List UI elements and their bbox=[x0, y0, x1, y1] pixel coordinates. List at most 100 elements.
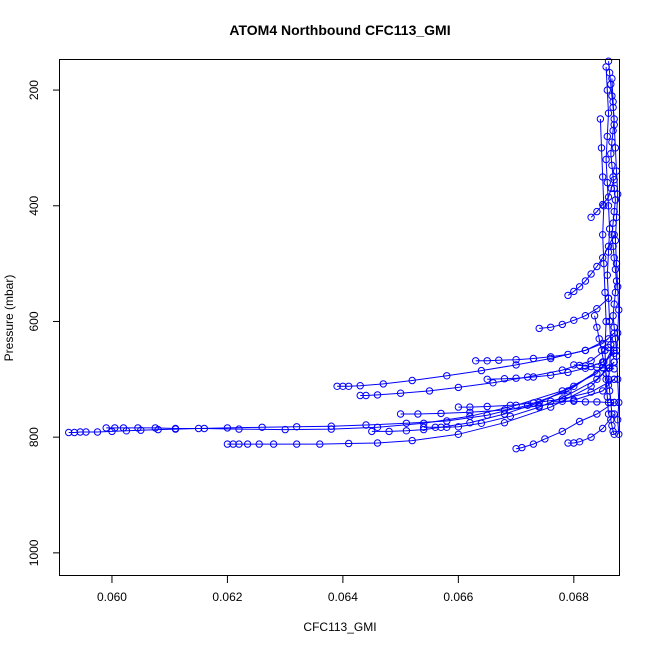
y-tick-label: 400 bbox=[27, 195, 41, 215]
data-point bbox=[134, 424, 142, 432]
data-point bbox=[408, 376, 416, 385]
data-point bbox=[575, 417, 584, 426]
data-point bbox=[610, 398, 618, 407]
data-point bbox=[356, 382, 364, 390]
data-point bbox=[529, 373, 538, 381]
y-tick-label: 1000 bbox=[27, 539, 41, 566]
data-point bbox=[593, 262, 601, 271]
data-point bbox=[472, 357, 480, 365]
data-point bbox=[111, 424, 119, 432]
data-point bbox=[593, 207, 601, 216]
data-point bbox=[595, 335, 603, 343]
data-point bbox=[506, 412, 514, 420]
data-point bbox=[512, 356, 520, 364]
x-tick-label: 0.068 bbox=[559, 590, 589, 604]
series-line bbox=[400, 378, 615, 415]
data-point bbox=[425, 387, 434, 395]
data-point bbox=[385, 427, 393, 436]
data-point bbox=[500, 375, 509, 383]
data-point bbox=[281, 425, 289, 434]
data-point bbox=[599, 424, 607, 433]
data-point bbox=[339, 382, 347, 390]
data-point bbox=[597, 144, 606, 152]
x-tick-label: 0.062 bbox=[212, 590, 242, 604]
data-point bbox=[570, 316, 578, 324]
data-point bbox=[495, 356, 503, 364]
data-point bbox=[600, 259, 608, 268]
data-point bbox=[603, 178, 611, 187]
y-axis: 200 400 600 800 1000 bbox=[27, 80, 60, 566]
series-line bbox=[539, 297, 609, 329]
data-point bbox=[437, 409, 445, 418]
data-point bbox=[373, 439, 382, 447]
data-point bbox=[454, 423, 463, 431]
data-point bbox=[575, 438, 584, 446]
data-point bbox=[119, 424, 128, 432]
data-point bbox=[258, 423, 266, 431]
data-point bbox=[570, 361, 578, 369]
data-point bbox=[408, 436, 416, 445]
data-point bbox=[593, 375, 601, 383]
series-line bbox=[611, 78, 620, 435]
data-point bbox=[65, 428, 73, 437]
data-point bbox=[541, 435, 549, 443]
data-point bbox=[402, 419, 411, 427]
data-point bbox=[596, 115, 605, 123]
data-point bbox=[223, 440, 232, 448]
data-point bbox=[610, 410, 618, 418]
y-tick-label: 200 bbox=[27, 80, 41, 100]
data-point bbox=[587, 382, 595, 390]
data-point bbox=[581, 362, 590, 370]
profile-series-21 bbox=[590, 312, 613, 389]
data-point bbox=[599, 339, 607, 348]
profile-series-22 bbox=[570, 361, 618, 373]
data-point bbox=[600, 202, 608, 210]
data-point bbox=[610, 300, 618, 308]
data-point bbox=[70, 428, 79, 437]
data-point bbox=[483, 402, 491, 411]
series-line bbox=[106, 350, 615, 431]
data-point bbox=[575, 283, 584, 291]
data-point bbox=[593, 305, 601, 313]
data-point bbox=[414, 410, 422, 418]
data-point bbox=[269, 440, 278, 448]
data-point bbox=[603, 86, 611, 94]
data-point bbox=[610, 430, 618, 438]
data-point bbox=[333, 382, 341, 390]
data-point bbox=[102, 424, 110, 432]
y-tick-label: 800 bbox=[27, 427, 41, 447]
data-point bbox=[604, 398, 613, 407]
data-point bbox=[547, 397, 555, 405]
data-point bbox=[558, 427, 566, 436]
plot-frame bbox=[59, 59, 620, 576]
data-point bbox=[529, 354, 538, 363]
data-point bbox=[607, 340, 615, 349]
x-tick-label: 0.060 bbox=[97, 590, 127, 604]
data-point bbox=[345, 439, 353, 448]
profile-series-8 bbox=[472, 329, 618, 365]
x-axis: 0.060 0.062 0.064 0.066 0.068 bbox=[97, 576, 589, 604]
data-point bbox=[443, 372, 451, 380]
data-point bbox=[599, 231, 607, 239]
x-tick-label: 0.066 bbox=[443, 590, 473, 604]
data-point bbox=[82, 428, 90, 436]
profile-series-13 bbox=[512, 398, 618, 453]
data-point bbox=[609, 312, 617, 320]
data-point bbox=[529, 440, 538, 448]
data-point bbox=[581, 277, 590, 285]
data-point bbox=[609, 98, 617, 106]
data-point bbox=[615, 306, 623, 314]
y-axis-label: Pressure (mbar) bbox=[2, 275, 16, 362]
data-point bbox=[614, 283, 622, 291]
data-point bbox=[483, 357, 491, 365]
data-point bbox=[293, 423, 301, 431]
data-point bbox=[500, 406, 509, 414]
data-point bbox=[611, 236, 620, 245]
data-point bbox=[575, 361, 584, 370]
data-point bbox=[614, 375, 622, 383]
series-line bbox=[550, 400, 615, 403]
data-point bbox=[235, 425, 243, 433]
data-point bbox=[614, 329, 622, 337]
series-line bbox=[475, 332, 615, 362]
